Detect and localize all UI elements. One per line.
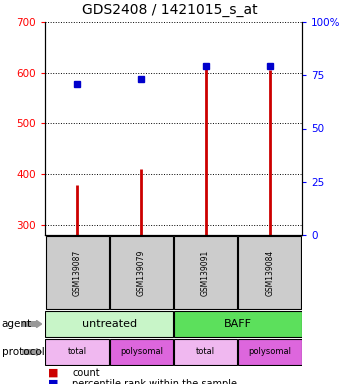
Text: ■: ■	[48, 368, 59, 378]
Text: polysomal: polysomal	[120, 348, 163, 356]
Text: GSM139087: GSM139087	[73, 249, 82, 296]
Text: GSM139091: GSM139091	[201, 249, 210, 296]
Bar	[174, 236, 237, 309]
Text: ■: ■	[48, 379, 59, 384]
Bar	[238, 339, 302, 366]
Bar	[45, 311, 173, 338]
Bar	[238, 236, 301, 309]
Text: count: count	[72, 368, 100, 378]
Text: total: total	[68, 348, 87, 356]
Bar	[109, 339, 173, 366]
Text: percentile rank within the sample: percentile rank within the sample	[72, 379, 237, 384]
Bar	[110, 236, 173, 309]
Text: polysomal: polysomal	[249, 348, 291, 356]
Text: total: total	[196, 348, 215, 356]
Bar	[45, 339, 109, 366]
Text: GDS2408 / 1421015_s_at: GDS2408 / 1421015_s_at	[82, 3, 258, 17]
Text: GSM139084: GSM139084	[266, 249, 274, 296]
Text: protocol: protocol	[2, 347, 45, 357]
Text: GSM139079: GSM139079	[137, 249, 146, 296]
Text: untreated: untreated	[82, 319, 137, 329]
Text: agent: agent	[2, 319, 32, 329]
Text: BAFF: BAFF	[224, 319, 252, 329]
Bar	[174, 339, 237, 366]
Bar	[46, 236, 108, 309]
Bar	[174, 311, 302, 338]
